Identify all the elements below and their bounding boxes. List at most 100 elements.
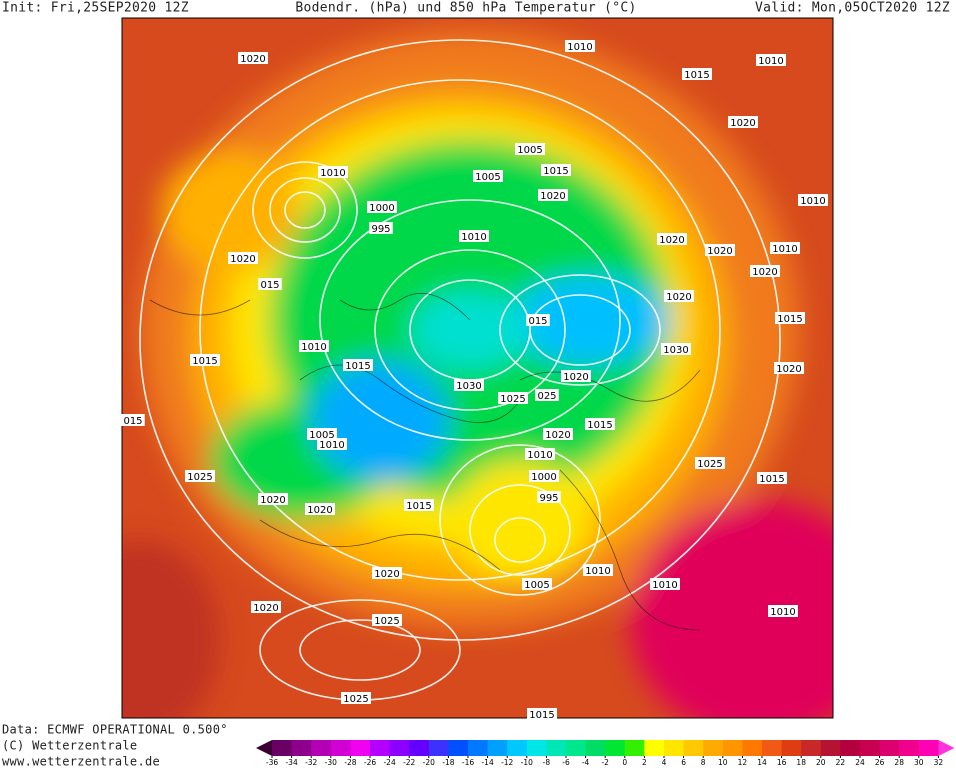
isobar-label: 1030 xyxy=(456,381,481,392)
isobar-label: 1020 xyxy=(307,505,332,516)
isobar-label-box xyxy=(305,503,335,515)
isobar-label: 025 xyxy=(537,391,556,402)
isobar-label: 1020 xyxy=(776,364,801,375)
colorbar-tick-label: -14 xyxy=(481,758,493,767)
colorbar-box xyxy=(801,740,822,756)
isobar-label-box xyxy=(525,448,555,460)
isobar-label: 1010 xyxy=(567,42,592,53)
isobar-label-box xyxy=(526,314,550,326)
isobar-label-box xyxy=(561,370,591,382)
colorbar-tick-label: 8 xyxy=(701,758,706,767)
isobar-label-box xyxy=(307,428,337,440)
colorbar-tick-label: 24 xyxy=(855,758,865,767)
isobar-label-box xyxy=(190,354,220,366)
colorbar-box xyxy=(664,740,685,756)
colorbar-box xyxy=(722,740,743,756)
colorbar-tick-label: 4 xyxy=(662,758,667,767)
isobar-label-box xyxy=(527,708,557,720)
isobar-label-box xyxy=(258,493,288,505)
isobar-label-box xyxy=(454,379,484,391)
isobar-label-box xyxy=(318,166,348,178)
colorbar-box xyxy=(507,740,528,756)
isobar-label-box xyxy=(522,578,552,590)
isobar-label: 1020 xyxy=(260,495,285,506)
colorbar-box xyxy=(330,740,351,756)
isobar-label: 1010 xyxy=(585,566,610,577)
isobar-label-box xyxy=(543,428,573,440)
map-frame xyxy=(121,17,834,719)
colorbar-tick-label: 26 xyxy=(875,758,885,767)
isobar-label: 1005 xyxy=(309,430,334,441)
colorbar-tick-label: -2 xyxy=(601,758,609,767)
isobar-label-box xyxy=(529,470,559,482)
isobar-label: 1010 xyxy=(770,607,795,618)
isobar-label: 1020 xyxy=(230,254,255,265)
colorbar-tick-label: 2 xyxy=(642,758,647,767)
isobar-label-box xyxy=(757,472,787,484)
colorbar-tick-label: 10 xyxy=(718,758,728,767)
colorbar-box xyxy=(683,740,704,756)
colorbar-tick-label: -10 xyxy=(521,758,533,767)
isobar-label: 1015 xyxy=(587,420,612,431)
isobar-label: 1000 xyxy=(531,472,556,483)
isobar-label-box xyxy=(498,392,528,404)
isobar-label: 1020 xyxy=(240,54,265,65)
isobar-label-box xyxy=(258,278,282,290)
colorbar-box xyxy=(350,740,371,756)
isobar-label-box xyxy=(541,164,571,176)
isobar-label-box xyxy=(537,491,561,503)
colorbar-box xyxy=(644,740,665,756)
isobar-label-box xyxy=(728,116,758,128)
isobar-label: 1025 xyxy=(343,694,368,705)
isobar-label-box xyxy=(705,244,735,256)
isobar-label: 1020 xyxy=(752,267,777,278)
isobar-labels: 1010102010151010102010051005101510101020… xyxy=(121,40,828,721)
isobar-label-box xyxy=(774,362,804,374)
colorbar-tick-label: -26 xyxy=(364,758,376,767)
colorbar-tick-label: 16 xyxy=(777,758,787,767)
colorbar-box xyxy=(879,740,900,756)
colorbar-box xyxy=(703,740,724,756)
isobar-label: 1010 xyxy=(800,196,825,207)
isobar-label: 1020 xyxy=(253,603,278,614)
isobar-label: 1020 xyxy=(707,246,732,257)
isobar-label: 1015 xyxy=(345,361,370,372)
colorbar-tick-label: -20 xyxy=(423,758,435,767)
isobar-label-box xyxy=(650,578,680,590)
isobar-label-box xyxy=(664,290,694,302)
isobar-label-box xyxy=(775,312,805,324)
isobar-label: 1020 xyxy=(540,191,565,202)
colorbar-box xyxy=(468,740,489,756)
colorbar-box xyxy=(370,740,391,756)
isobar-label: 1020 xyxy=(666,292,691,303)
isobar-label: 1030 xyxy=(663,345,688,356)
isobar-label-box xyxy=(459,230,489,242)
colorbar-tick-label: -32 xyxy=(305,758,317,767)
colorbar-box xyxy=(566,740,587,756)
isobar-label: 1010 xyxy=(652,580,677,591)
isobar-label: 1010 xyxy=(461,232,486,243)
isobar-label-box xyxy=(583,564,613,576)
isobar-label-box xyxy=(756,54,786,66)
isobar-label-box xyxy=(372,614,402,626)
isobar-label: 1020 xyxy=(659,235,684,246)
isobar-label-box xyxy=(473,170,503,182)
colorbar-box xyxy=(487,740,508,756)
colorbar-box xyxy=(605,740,626,756)
isobar-label-box xyxy=(343,359,373,371)
isobar-label: 1020 xyxy=(545,430,570,441)
isobar-label: 1015 xyxy=(529,710,554,721)
colorbar-tick-label: -34 xyxy=(285,758,297,767)
isobar-label-box xyxy=(121,414,145,426)
isobar-label-box xyxy=(299,340,329,352)
valid-time: Valid: Mon,05OCT2020 12Z xyxy=(755,1,950,16)
isobar-label-box xyxy=(585,418,615,430)
colorbar-box xyxy=(526,740,547,756)
isobar-label-box xyxy=(565,40,595,52)
colorbar-tick-label: 30 xyxy=(914,758,924,767)
isobar-label-box xyxy=(657,233,687,245)
isobar-label: 1025 xyxy=(697,459,722,470)
isobar-label-box xyxy=(317,438,347,450)
